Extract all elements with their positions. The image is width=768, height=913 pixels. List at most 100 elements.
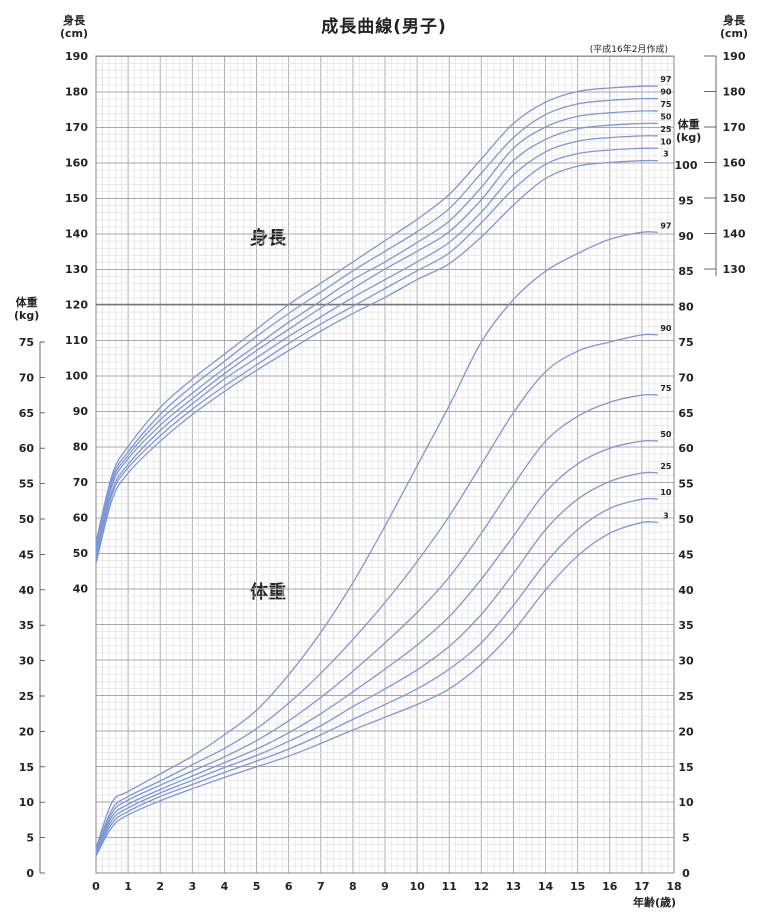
weight-tick-label-right-upper: 95 <box>678 194 693 207</box>
weight-tick-label-right-upper: 90 <box>678 230 694 243</box>
weight-axis-title-left: 体重 (kg) <box>14 296 39 322</box>
height-axis-unit-right: (cm) <box>720 27 749 40</box>
height-tick-label-right: 180 <box>723 86 746 99</box>
height-tick-label: 120 <box>65 299 88 312</box>
weight-curve-label: 75 <box>660 384 672 393</box>
x-tick-label: 4 <box>221 880 229 893</box>
x-tick-label: 10 <box>409 880 425 893</box>
chart-title: 成長曲線(男子) <box>321 17 447 37</box>
height-curve-label: 90 <box>660 88 672 97</box>
weight-curve-label: 25 <box>660 462 672 471</box>
x-tick-label: 16 <box>602 880 618 893</box>
height-axis-label-left: 身長 <box>63 14 86 27</box>
height-tick-label: 180 <box>65 86 88 99</box>
weight-tick-label-left: 45 <box>19 548 34 561</box>
creation-note: (平成16年2月作成) <box>589 45 668 55</box>
height-tick-label: 60 <box>73 512 89 525</box>
weight-tick-label-right: 10 <box>678 796 694 809</box>
weight-tick-label-left: 50 <box>19 513 35 526</box>
plot-frame <box>95 55 675 874</box>
height-axis-label-right: 身長 <box>723 14 746 27</box>
weight-tick-label-right: 15 <box>678 761 693 774</box>
x-tick-label: 15 <box>570 880 585 893</box>
height-tick-label: 130 <box>65 263 88 276</box>
height-tick-label: 190 <box>65 50 88 63</box>
x-axis-label: 年齢(歳) <box>633 896 677 909</box>
weight-tick-label-right: 5 <box>682 832 690 845</box>
weight-tick-label-left: 75 <box>19 336 34 349</box>
height-curve-90 <box>95 97 658 547</box>
x-tick-label: 7 <box>317 880 325 893</box>
height-tick-label-right: 190 <box>723 50 746 63</box>
weight-tick-label-right: 25 <box>678 690 693 703</box>
weight-tick-label-left: 20 <box>19 725 35 738</box>
height-curve-label: 50 <box>660 112 672 121</box>
x-tick-label: 5 <box>253 880 261 893</box>
height-axis-unit-left: (cm) <box>60 27 89 40</box>
weight-tick-label-right: 0 <box>682 867 690 880</box>
weight-curve-3 <box>95 521 658 857</box>
x-tick-label: 12 <box>474 880 489 893</box>
weight-axis-label-left: 体重 <box>15 296 38 309</box>
weight-curve-50 <box>95 439 658 853</box>
weight-curve-75 <box>95 393 658 852</box>
x-tick-label: 9 <box>381 880 389 893</box>
weight-tick-label-right: 35 <box>678 619 693 632</box>
weight-tick-label-right: 70 <box>678 371 694 384</box>
x-tick-label: 13 <box>506 880 521 893</box>
height-tick-label: 140 <box>65 228 88 241</box>
height-tick-label-right: 150 <box>723 192 746 205</box>
height-tick-label-right: 160 <box>723 157 746 170</box>
weight-section-label: 体重 <box>250 582 286 603</box>
weight-curve-label: 10 <box>660 488 672 497</box>
weight-tick-label-left: 40 <box>19 584 35 597</box>
weight-tick-label-right: 45 <box>678 548 693 561</box>
height-curve-3 <box>95 159 658 564</box>
weight-tick-label-right: 30 <box>678 655 694 668</box>
x-tick-label: 8 <box>349 880 357 893</box>
weight-axis-label-right: 体重 <box>677 118 700 131</box>
height-curve-label: 97 <box>660 75 671 84</box>
weight-tick-label-right: 75 <box>678 336 693 349</box>
weight-tick-label-left: 0 <box>26 867 34 880</box>
weight-curve-label: 50 <box>660 430 672 439</box>
weight-curve-90 <box>95 333 658 850</box>
weight-tick-label-right: 55 <box>678 478 693 491</box>
weight-axis-unit-left: (kg) <box>14 309 40 322</box>
weight-tick-label-right-upper: 85 <box>678 265 693 278</box>
height-tick-label: 50 <box>73 547 89 560</box>
x-tick-label: 14 <box>538 880 554 893</box>
weight-curve-97 <box>95 231 658 849</box>
height-axis-title-right: 身長 (cm) <box>720 14 748 40</box>
weight-axis-unit-right: (kg) <box>676 131 702 144</box>
height-tick-label: 90 <box>73 405 89 418</box>
x-tick-label: 17 <box>634 880 649 893</box>
weight-curve-25 <box>95 471 658 854</box>
height-axis-title-left: 身長 (cm) <box>60 14 88 40</box>
height-tick-label: 170 <box>65 121 88 134</box>
weight-tick-label-left: 15 <box>19 761 34 774</box>
height-tick-label: 100 <box>65 370 88 383</box>
x-tick-label: 11 <box>442 880 457 893</box>
weight-tick-label-right: 65 <box>678 407 693 420</box>
height-curve-97 <box>95 85 658 543</box>
x-tick-label: 18 <box>666 880 681 893</box>
x-tick-label: 2 <box>156 880 164 893</box>
x-tick-label: 3 <box>189 880 197 893</box>
x-tick-label: 1 <box>124 880 132 893</box>
height-tick-label-right: 130 <box>723 263 746 276</box>
height-curve-label: 3 <box>663 150 669 159</box>
height-curve-75 <box>95 110 658 550</box>
weight-tick-label-left: 25 <box>19 690 34 703</box>
height-curve-label: 75 <box>660 100 672 109</box>
weight-tick-label-right: 60 <box>678 442 694 455</box>
height-tick-label: 80 <box>73 441 89 454</box>
weight-tick-label-left: 5 <box>26 832 34 845</box>
weight-curve-label: 90 <box>660 324 672 333</box>
height-curve-10 <box>95 147 658 561</box>
x-tick-label: 6 <box>285 880 293 893</box>
weight-tick-label-right-upper: 100 <box>675 159 698 172</box>
weight-tick-label-left: 65 <box>19 407 34 420</box>
weight-tick-label-left: 55 <box>19 478 34 491</box>
